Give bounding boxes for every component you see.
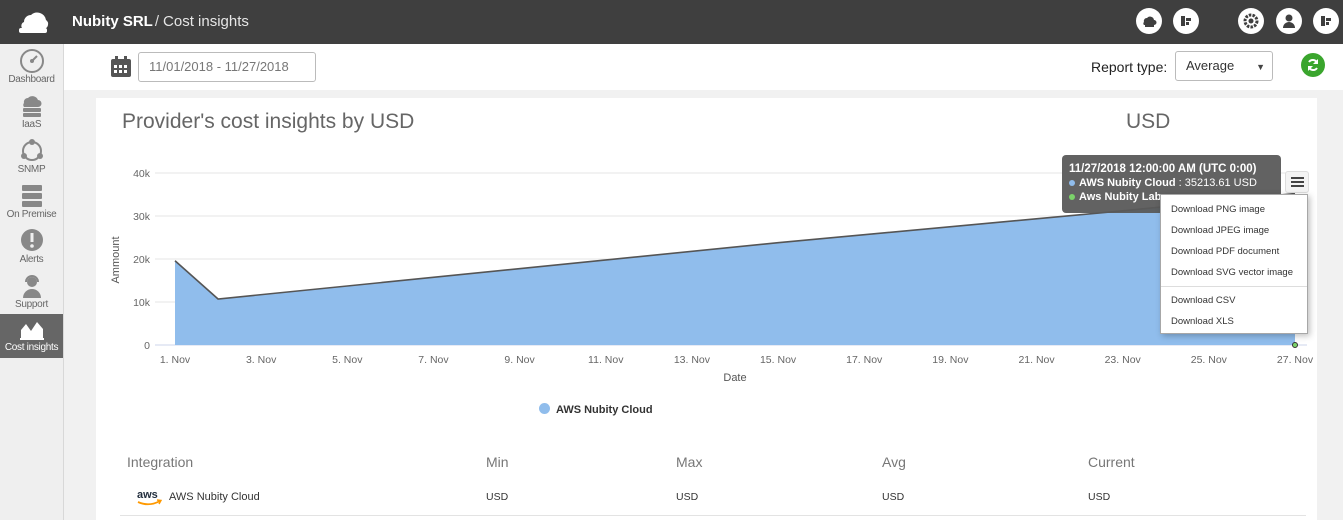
series-dot <box>1069 180 1075 187</box>
report-type-value: Average <box>1186 58 1235 73</box>
sidebar: Dashboard IaaS SNMP On Premise Alerts Su… <box>0 44 64 520</box>
date-range-input[interactable]: 11/01/2018 - 11/27/2018 <box>138 52 316 82</box>
y-tick-label: 20k <box>133 254 151 266</box>
gauge-icon <box>19 49 44 73</box>
filter-toolbar: 11/01/2018 - 11/27/2018 Report type: Ave… <box>64 44 1343 90</box>
column-header: Min <box>486 454 509 470</box>
chart-export-menu: Download PNG image Download JPEG image D… <box>1160 194 1308 334</box>
avg-value: USD <box>882 491 905 503</box>
x-tick-label: 15. Nov <box>760 354 797 366</box>
card-currency: USD <box>1126 110 1171 133</box>
x-tick-label: 3. Nov <box>246 354 277 366</box>
y-tick-label: 10k <box>133 297 151 309</box>
menu-divider <box>1161 286 1307 287</box>
x-tick-label: 13. Nov <box>674 354 711 366</box>
aws-logo-icon: aws <box>137 489 163 506</box>
sidebar-item-cost-insights[interactable]: Cost insights <box>0 314 63 358</box>
card-title: Provider's cost insights by USD <box>122 110 415 133</box>
refresh-icon <box>1308 59 1318 71</box>
area-chart-icon <box>19 322 44 340</box>
column-header: Integration <box>127 454 194 470</box>
report-type-label: Report type: <box>1091 59 1168 75</box>
x-tick-label: 11. Nov <box>588 354 624 366</box>
cloud-server-icon <box>22 96 41 117</box>
chevron-down-icon: ▼ <box>1256 62 1265 72</box>
sidebar-item-on-premise[interactable]: On Premise <box>0 181 63 225</box>
x-tick-label: 21. Nov <box>1018 354 1055 366</box>
sidebar-item-label: Alerts <box>19 254 44 265</box>
report-type-select[interactable]: Average ▼ <box>1175 51 1273 81</box>
user-icon[interactable] <box>1276 8 1302 34</box>
x-tick-label: 9. Nov <box>504 354 535 366</box>
x-axis-label: Date <box>723 372 746 384</box>
tooltip-series-name: Aws Nubity Lab <box>1079 191 1162 203</box>
y-tick-label: 40k <box>133 168 151 180</box>
current-value: USD <box>1088 491 1111 503</box>
calendar-icon[interactable] <box>110 56 132 78</box>
row-divider <box>120 515 1306 516</box>
sidebar-item-label: Cost insights <box>4 342 59 353</box>
column-header: Max <box>676 454 703 470</box>
sidebar-item-label: Dashboard <box>8 74 55 85</box>
series-dot <box>1069 194 1075 201</box>
max-value: USD <box>676 491 699 503</box>
breadcrumb-page: Cost insights <box>163 13 249 30</box>
x-tick-label: 5. Nov <box>332 354 363 366</box>
x-tick-label: 7. Nov <box>418 354 449 366</box>
top-bar: Nubity SRL / Cost insights <box>0 0 1343 44</box>
cost-area-chart: 0 10k 20k 30k 40k 1. Nov 3. Nov 5. Nov 7. Nov 9. … <box>110 168 1314 384</box>
y-tick-label: 30k <box>133 211 151 223</box>
sidebar-item-dashboard[interactable]: Dashboard <box>0 46 63 90</box>
network-icon <box>20 139 43 161</box>
sidebar-item-iaas[interactable]: IaaS <box>0 91 63 135</box>
gear-icon[interactable] <box>1238 8 1264 34</box>
series-point <box>1292 342 1298 348</box>
x-tick-label: 19. Nov <box>932 354 969 366</box>
sidebar-item-label: On Premise <box>6 209 57 220</box>
support-icon <box>22 275 41 298</box>
x-tick-label: 27. Nov <box>1277 354 1314 366</box>
alert-icon <box>20 229 43 251</box>
logout-icon[interactable] <box>1313 8 1339 34</box>
download-xls-item[interactable]: Download XLS <box>1171 316 1234 327</box>
sidebar-item-label: SNMP <box>17 164 46 175</box>
refresh-button[interactable] <box>1301 53 1325 77</box>
download-jpeg-item[interactable]: Download JPEG image <box>1171 225 1270 236</box>
chart-legend-item[interactable]: AWS Nubity Cloud <box>539 403 653 416</box>
server-rack-icon <box>21 185 42 207</box>
x-tick-label: 17. Nov <box>846 354 883 366</box>
breadcrumb-org[interactable]: Nubity SRL <box>72 13 153 30</box>
column-header: Current <box>1088 454 1135 470</box>
x-tick-label: 23. Nov <box>1105 354 1142 366</box>
svg-text:aws: aws <box>137 489 158 501</box>
sidebar-item-label: Support <box>15 299 48 310</box>
download-csv-item[interactable]: Download CSV <box>1171 295 1236 306</box>
y-axis-label: Ammount <box>110 236 122 283</box>
download-png-item[interactable]: Download PNG image <box>1171 204 1265 215</box>
sidebar-item-support[interactable]: Support <box>0 271 63 315</box>
x-tick-label: 1. Nov <box>160 354 191 366</box>
tooltip-header: 11/27/2018 12:00:00 AM (UTC 0:00) <box>1069 163 1257 175</box>
download-svg-item[interactable]: Download SVG vector image <box>1171 267 1293 278</box>
tooltip-series-name: AWS Nubity Cloud <box>1079 177 1176 189</box>
nubity-logo-icon[interactable] <box>1173 8 1199 34</box>
tooltip-series-value: : 35213.61 USD <box>1178 177 1257 189</box>
integration-name: AWS Nubity Cloud <box>169 491 260 503</box>
column-header: Avg <box>882 454 906 470</box>
x-tick-label: 25. Nov <box>1191 354 1228 366</box>
y-tick-label: 0 <box>144 340 150 352</box>
cloud-upload-icon[interactable] <box>1136 8 1162 34</box>
sidebar-item-snmp[interactable]: SNMP <box>0 136 63 180</box>
nubity-cloud-logo-icon[interactable] <box>16 8 50 36</box>
min-value: USD <box>486 491 509 503</box>
series-area <box>175 193 1295 345</box>
sidebar-item-label: IaaS <box>21 119 42 130</box>
legend-dot <box>539 403 550 414</box>
breadcrumb-separator: / <box>154 13 160 30</box>
breadcrumb: Nubity SRL / Cost insights <box>72 13 249 30</box>
sidebar-item-alerts[interactable]: Alerts <box>0 226 63 270</box>
chart-menu-button[interactable] <box>1285 171 1309 193</box>
download-pdf-item[interactable]: Download PDF document <box>1171 246 1280 257</box>
legend-label: AWS Nubity Cloud <box>556 404 653 416</box>
